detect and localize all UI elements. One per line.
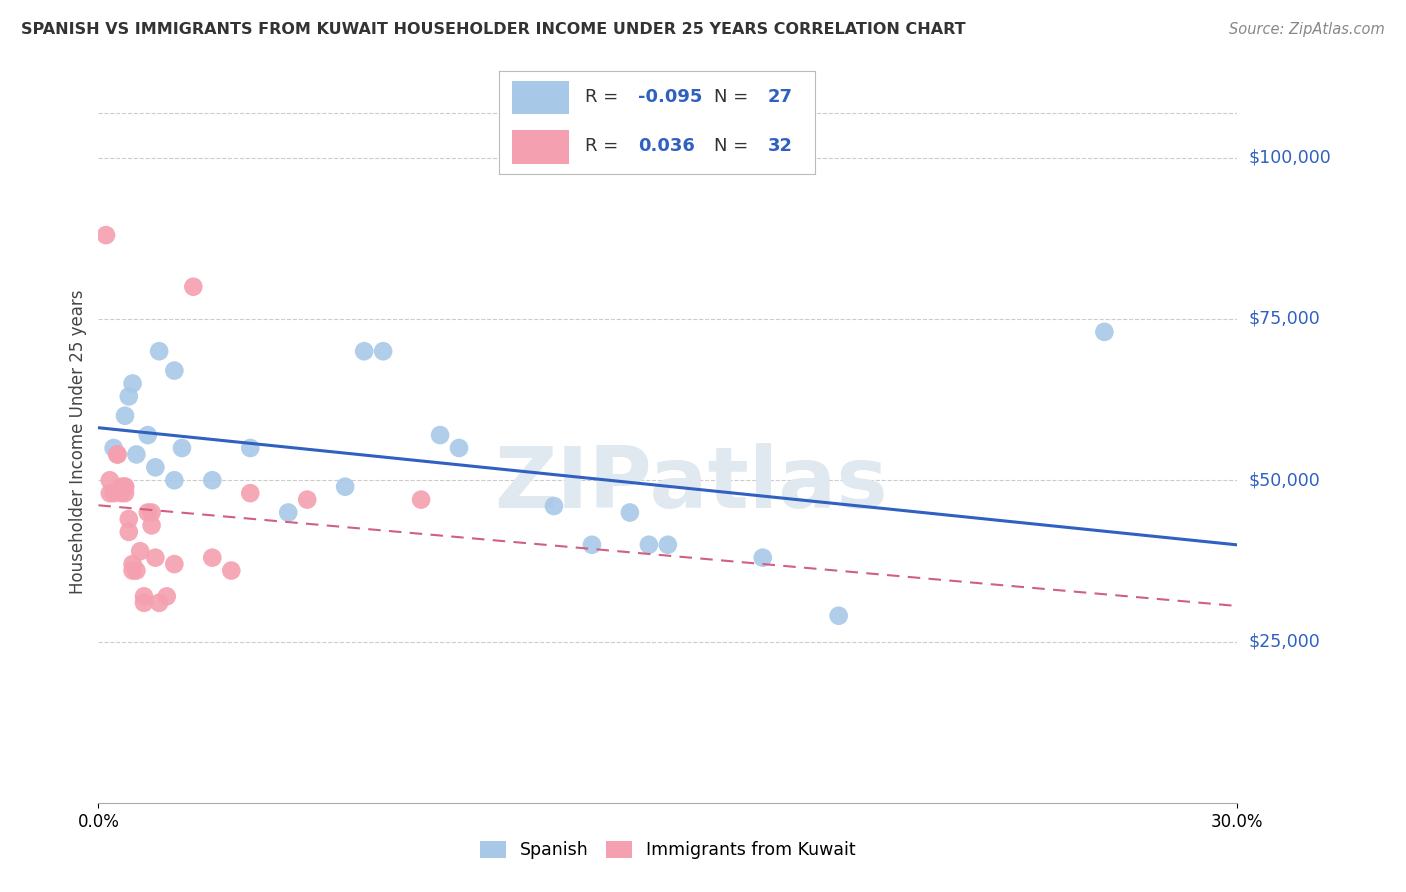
Text: N =: N = [714,137,754,155]
Text: $75,000: $75,000 [1249,310,1320,328]
Point [118,524,141,539]
Text: R =: R = [585,137,623,155]
Point [145,460,167,475]
Y-axis label: Householder Income Under 25 years: Householder Income Under 25 years [69,289,87,594]
Point [752,550,775,565]
Point [121,376,143,391]
Point [110,480,132,494]
Point [145,550,167,565]
Point [297,492,319,507]
Point [118,389,141,403]
Text: Source: ZipAtlas.com: Source: ZipAtlas.com [1229,22,1385,37]
Point [125,447,148,461]
Point [163,363,186,377]
Point [136,428,159,442]
Point [239,486,262,500]
Text: SPANISH VS IMMIGRANTS FROM KUWAIT HOUSEHOLDER INCOME UNDER 25 YEARS CORRELATION : SPANISH VS IMMIGRANTS FROM KUWAIT HOUSEH… [21,22,966,37]
Text: $25,000: $25,000 [1249,632,1320,650]
Point [638,538,661,552]
Point [429,428,451,442]
Point [201,550,224,565]
Point [657,538,679,552]
Point [170,441,193,455]
Text: ZIPatlas: ZIPatlas [494,443,887,526]
Point [107,447,129,461]
Text: $50,000: $50,000 [1249,471,1320,489]
Text: 27: 27 [768,88,793,106]
Point [103,486,125,500]
Point [277,506,299,520]
Point [335,480,357,494]
Point [141,518,163,533]
Point [411,492,433,507]
Point [98,473,121,487]
Point [132,590,155,604]
Bar [512,130,568,163]
Point [353,344,375,359]
Point [148,596,170,610]
Text: R =: R = [585,88,623,106]
Text: 32: 32 [768,137,793,155]
Point [163,557,186,571]
Point [107,447,129,461]
Point [125,564,148,578]
Point [136,506,159,520]
Point [371,344,394,359]
Point [619,506,641,520]
Text: $100,000: $100,000 [1249,149,1331,167]
Point [114,409,136,423]
Point [543,499,565,513]
Point [114,480,136,494]
Bar [512,80,568,114]
Legend: Spanish, Immigrants from Kuwait: Spanish, Immigrants from Kuwait [472,834,863,866]
Point [121,557,143,571]
Point [201,473,224,487]
Point [132,596,155,610]
Point [118,512,141,526]
Point [449,441,471,455]
Point [110,486,132,500]
Point [1094,325,1116,339]
Point [163,473,186,487]
Point [94,228,117,243]
Point [828,608,851,623]
Text: 0.036: 0.036 [638,137,695,155]
Point [156,590,179,604]
Point [221,564,243,578]
Point [141,506,163,520]
Text: N =: N = [714,88,754,106]
Point [148,344,170,359]
Point [581,538,603,552]
Point [114,486,136,500]
Point [98,486,121,500]
Point [114,480,136,494]
Point [103,441,125,455]
Point [121,564,143,578]
Text: -0.095: -0.095 [638,88,703,106]
Point [183,279,205,293]
Point [129,544,152,558]
Point [239,441,262,455]
